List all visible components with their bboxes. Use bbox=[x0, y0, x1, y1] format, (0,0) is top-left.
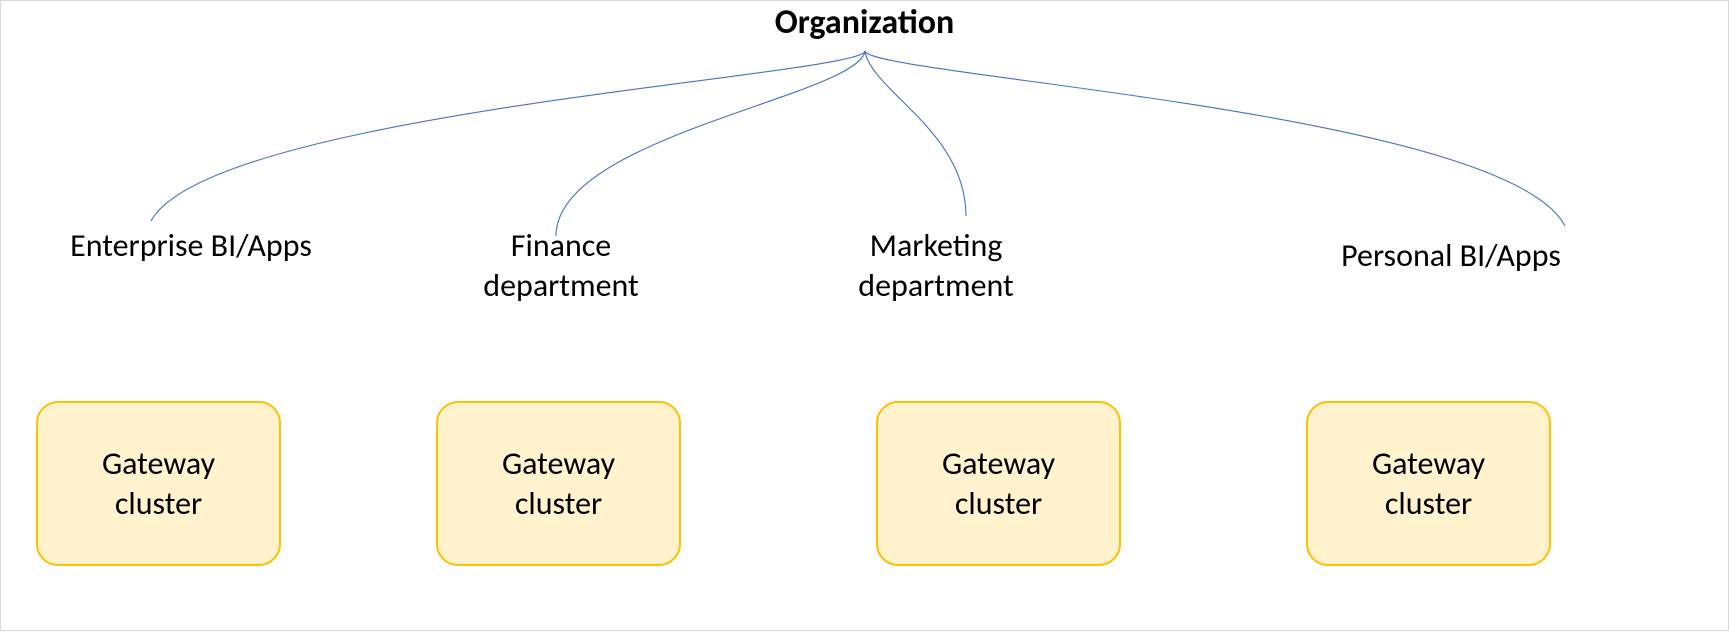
branch-label-3: Personal BI/Apps bbox=[1291, 236, 1611, 276]
branch-label-1: Finance department bbox=[431, 226, 691, 306]
diagram-frame: Organization Enterprise BI/Apps Finance … bbox=[0, 0, 1729, 631]
cluster-box-3: Gateway cluster bbox=[1306, 401, 1551, 566]
cluster-label: Gateway cluster bbox=[73, 444, 245, 524]
cluster-label: Gateway cluster bbox=[1343, 444, 1515, 524]
cluster-label: Gateway cluster bbox=[913, 444, 1085, 524]
root-label: Organization bbox=[775, 2, 955, 43]
branch-label-2: Marketing department bbox=[801, 226, 1071, 306]
cluster-box-2: Gateway cluster bbox=[876, 401, 1121, 566]
branch-label-0: Enterprise BI/Apps bbox=[21, 226, 361, 266]
cluster-box-0: Gateway cluster bbox=[36, 401, 281, 566]
cluster-box-1: Gateway cluster bbox=[436, 401, 681, 566]
cluster-label: Gateway cluster bbox=[473, 444, 645, 524]
